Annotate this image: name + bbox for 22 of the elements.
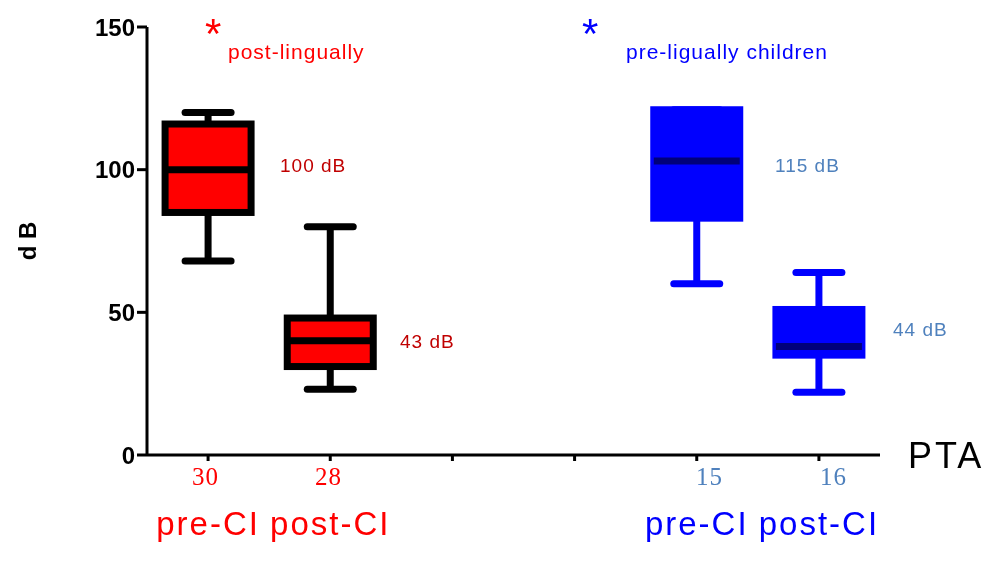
annotation: post-lingually bbox=[228, 40, 365, 64]
y-tick-label: 50 bbox=[108, 298, 135, 326]
annotation: pre-ligually children bbox=[626, 40, 828, 64]
text: 16 bbox=[820, 463, 847, 491]
x-tick-label: post-CI bbox=[758, 505, 880, 542]
x-tick-label: post-CI bbox=[270, 505, 391, 542]
text: 28 bbox=[315, 463, 342, 491]
x-tick-label: pre-CI bbox=[156, 505, 260, 542]
text: 15 bbox=[696, 463, 723, 491]
annotation: 43 dB bbox=[400, 331, 455, 353]
x-tick-label: pre-CI bbox=[644, 505, 749, 542]
y-tick-label: 150 bbox=[94, 13, 135, 41]
annotation: * bbox=[582, 10, 600, 58]
text: 44 dB bbox=[893, 319, 948, 341]
y-tick-label: 100 bbox=[94, 156, 135, 184]
x-axis-title: PTA bbox=[908, 435, 985, 477]
y-axis-title: d B bbox=[13, 221, 41, 261]
y-tick-label: 0 bbox=[121, 441, 135, 469]
text: 30 bbox=[192, 463, 219, 491]
annotation: * bbox=[205, 10, 223, 58]
annotation: 100 dB bbox=[280, 155, 347, 177]
annotation: 115 dB bbox=[775, 155, 840, 177]
